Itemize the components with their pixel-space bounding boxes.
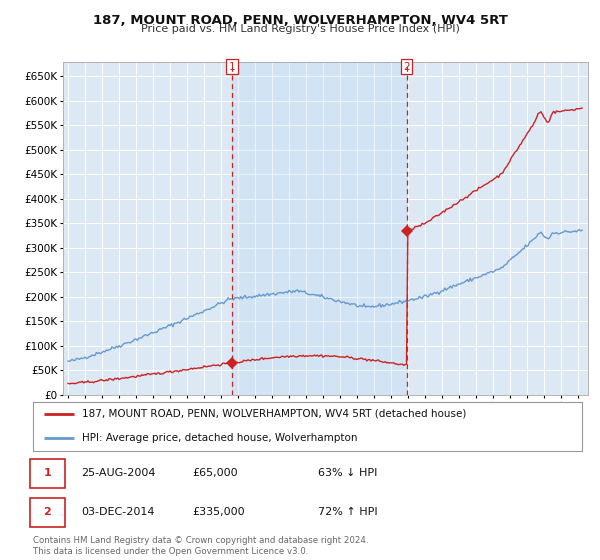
Text: Contains HM Land Registry data © Crown copyright and database right 2024.
This d: Contains HM Land Registry data © Crown c… xyxy=(33,536,368,556)
Text: Price paid vs. HM Land Registry's House Price Index (HPI): Price paid vs. HM Land Registry's House … xyxy=(140,24,460,34)
Text: HPI: Average price, detached house, Wolverhampton: HPI: Average price, detached house, Wolv… xyxy=(82,433,358,444)
Text: 2: 2 xyxy=(44,507,51,517)
Bar xyxy=(232,62,407,395)
Text: 72% ↑ HPI: 72% ↑ HPI xyxy=(318,507,377,517)
Text: 03-DEC-2014: 03-DEC-2014 xyxy=(81,507,155,517)
Text: £65,000: £65,000 xyxy=(192,468,238,478)
Text: 25-AUG-2004: 25-AUG-2004 xyxy=(81,468,155,478)
Text: 1: 1 xyxy=(44,468,51,478)
Text: 2: 2 xyxy=(403,62,410,72)
Text: 187, MOUNT ROAD, PENN, WOLVERHAMPTON, WV4 5RT: 187, MOUNT ROAD, PENN, WOLVERHAMPTON, WV… xyxy=(92,14,508,27)
Text: 187, MOUNT ROAD, PENN, WOLVERHAMPTON, WV4 5RT (detached house): 187, MOUNT ROAD, PENN, WOLVERHAMPTON, WV… xyxy=(82,409,467,419)
Text: 63% ↓ HPI: 63% ↓ HPI xyxy=(318,468,377,478)
Text: £335,000: £335,000 xyxy=(192,507,245,517)
Text: 1: 1 xyxy=(229,62,235,72)
